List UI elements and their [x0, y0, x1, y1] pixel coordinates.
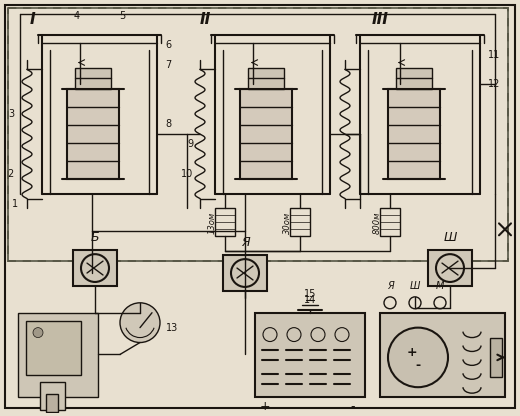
- Bar: [490, 337, 502, 377]
- Text: II: II: [199, 12, 211, 27]
- Bar: [18, 313, 98, 397]
- Text: 11: 11: [488, 50, 500, 59]
- Text: 3: 3: [8, 109, 14, 119]
- Text: 13: 13: [166, 323, 178, 333]
- Bar: [40, 382, 65, 410]
- Text: +: +: [260, 400, 270, 413]
- Bar: [73, 250, 117, 286]
- Bar: [248, 67, 284, 89]
- Text: Ш: Ш: [410, 281, 420, 291]
- Bar: [8, 8, 508, 261]
- Text: 4: 4: [74, 11, 80, 21]
- Text: -: -: [415, 359, 421, 372]
- Text: III: III: [372, 12, 388, 27]
- Text: 12: 12: [488, 79, 500, 89]
- Bar: [46, 394, 58, 412]
- Text: 30ом: 30ом: [282, 211, 292, 233]
- Circle shape: [33, 328, 43, 337]
- Bar: [240, 89, 292, 179]
- Circle shape: [120, 303, 160, 342]
- Text: 7: 7: [165, 59, 171, 69]
- Text: Б: Б: [90, 231, 99, 244]
- Text: 14: 14: [304, 295, 316, 305]
- Bar: [215, 208, 235, 236]
- Bar: [380, 208, 400, 236]
- Bar: [26, 321, 81, 375]
- Bar: [380, 313, 505, 397]
- Bar: [8, 8, 508, 261]
- Text: М: М: [436, 281, 444, 291]
- Bar: [396, 67, 432, 89]
- Text: 9: 9: [187, 139, 193, 149]
- Text: 5: 5: [119, 11, 125, 21]
- Text: 13ом: 13ом: [207, 211, 216, 233]
- Text: 800м: 800м: [372, 211, 382, 234]
- Text: I: I: [29, 12, 35, 27]
- Bar: [290, 208, 310, 236]
- Text: -: -: [350, 400, 355, 413]
- Text: Я: Я: [387, 281, 393, 291]
- Text: Я: Я: [241, 236, 249, 249]
- Bar: [255, 313, 365, 397]
- Text: 8: 8: [165, 119, 171, 129]
- Text: 1: 1: [12, 198, 18, 208]
- Bar: [223, 255, 267, 291]
- Text: 6: 6: [165, 40, 171, 50]
- Bar: [67, 89, 119, 179]
- Bar: [388, 89, 440, 179]
- Text: Ш: Ш: [444, 231, 457, 244]
- Text: 15: 15: [304, 289, 316, 299]
- Bar: [428, 250, 472, 286]
- Text: 10: 10: [181, 169, 193, 179]
- Circle shape: [388, 328, 448, 387]
- Text: 2: 2: [8, 169, 14, 179]
- Text: +: +: [407, 346, 418, 359]
- Bar: [75, 67, 111, 89]
